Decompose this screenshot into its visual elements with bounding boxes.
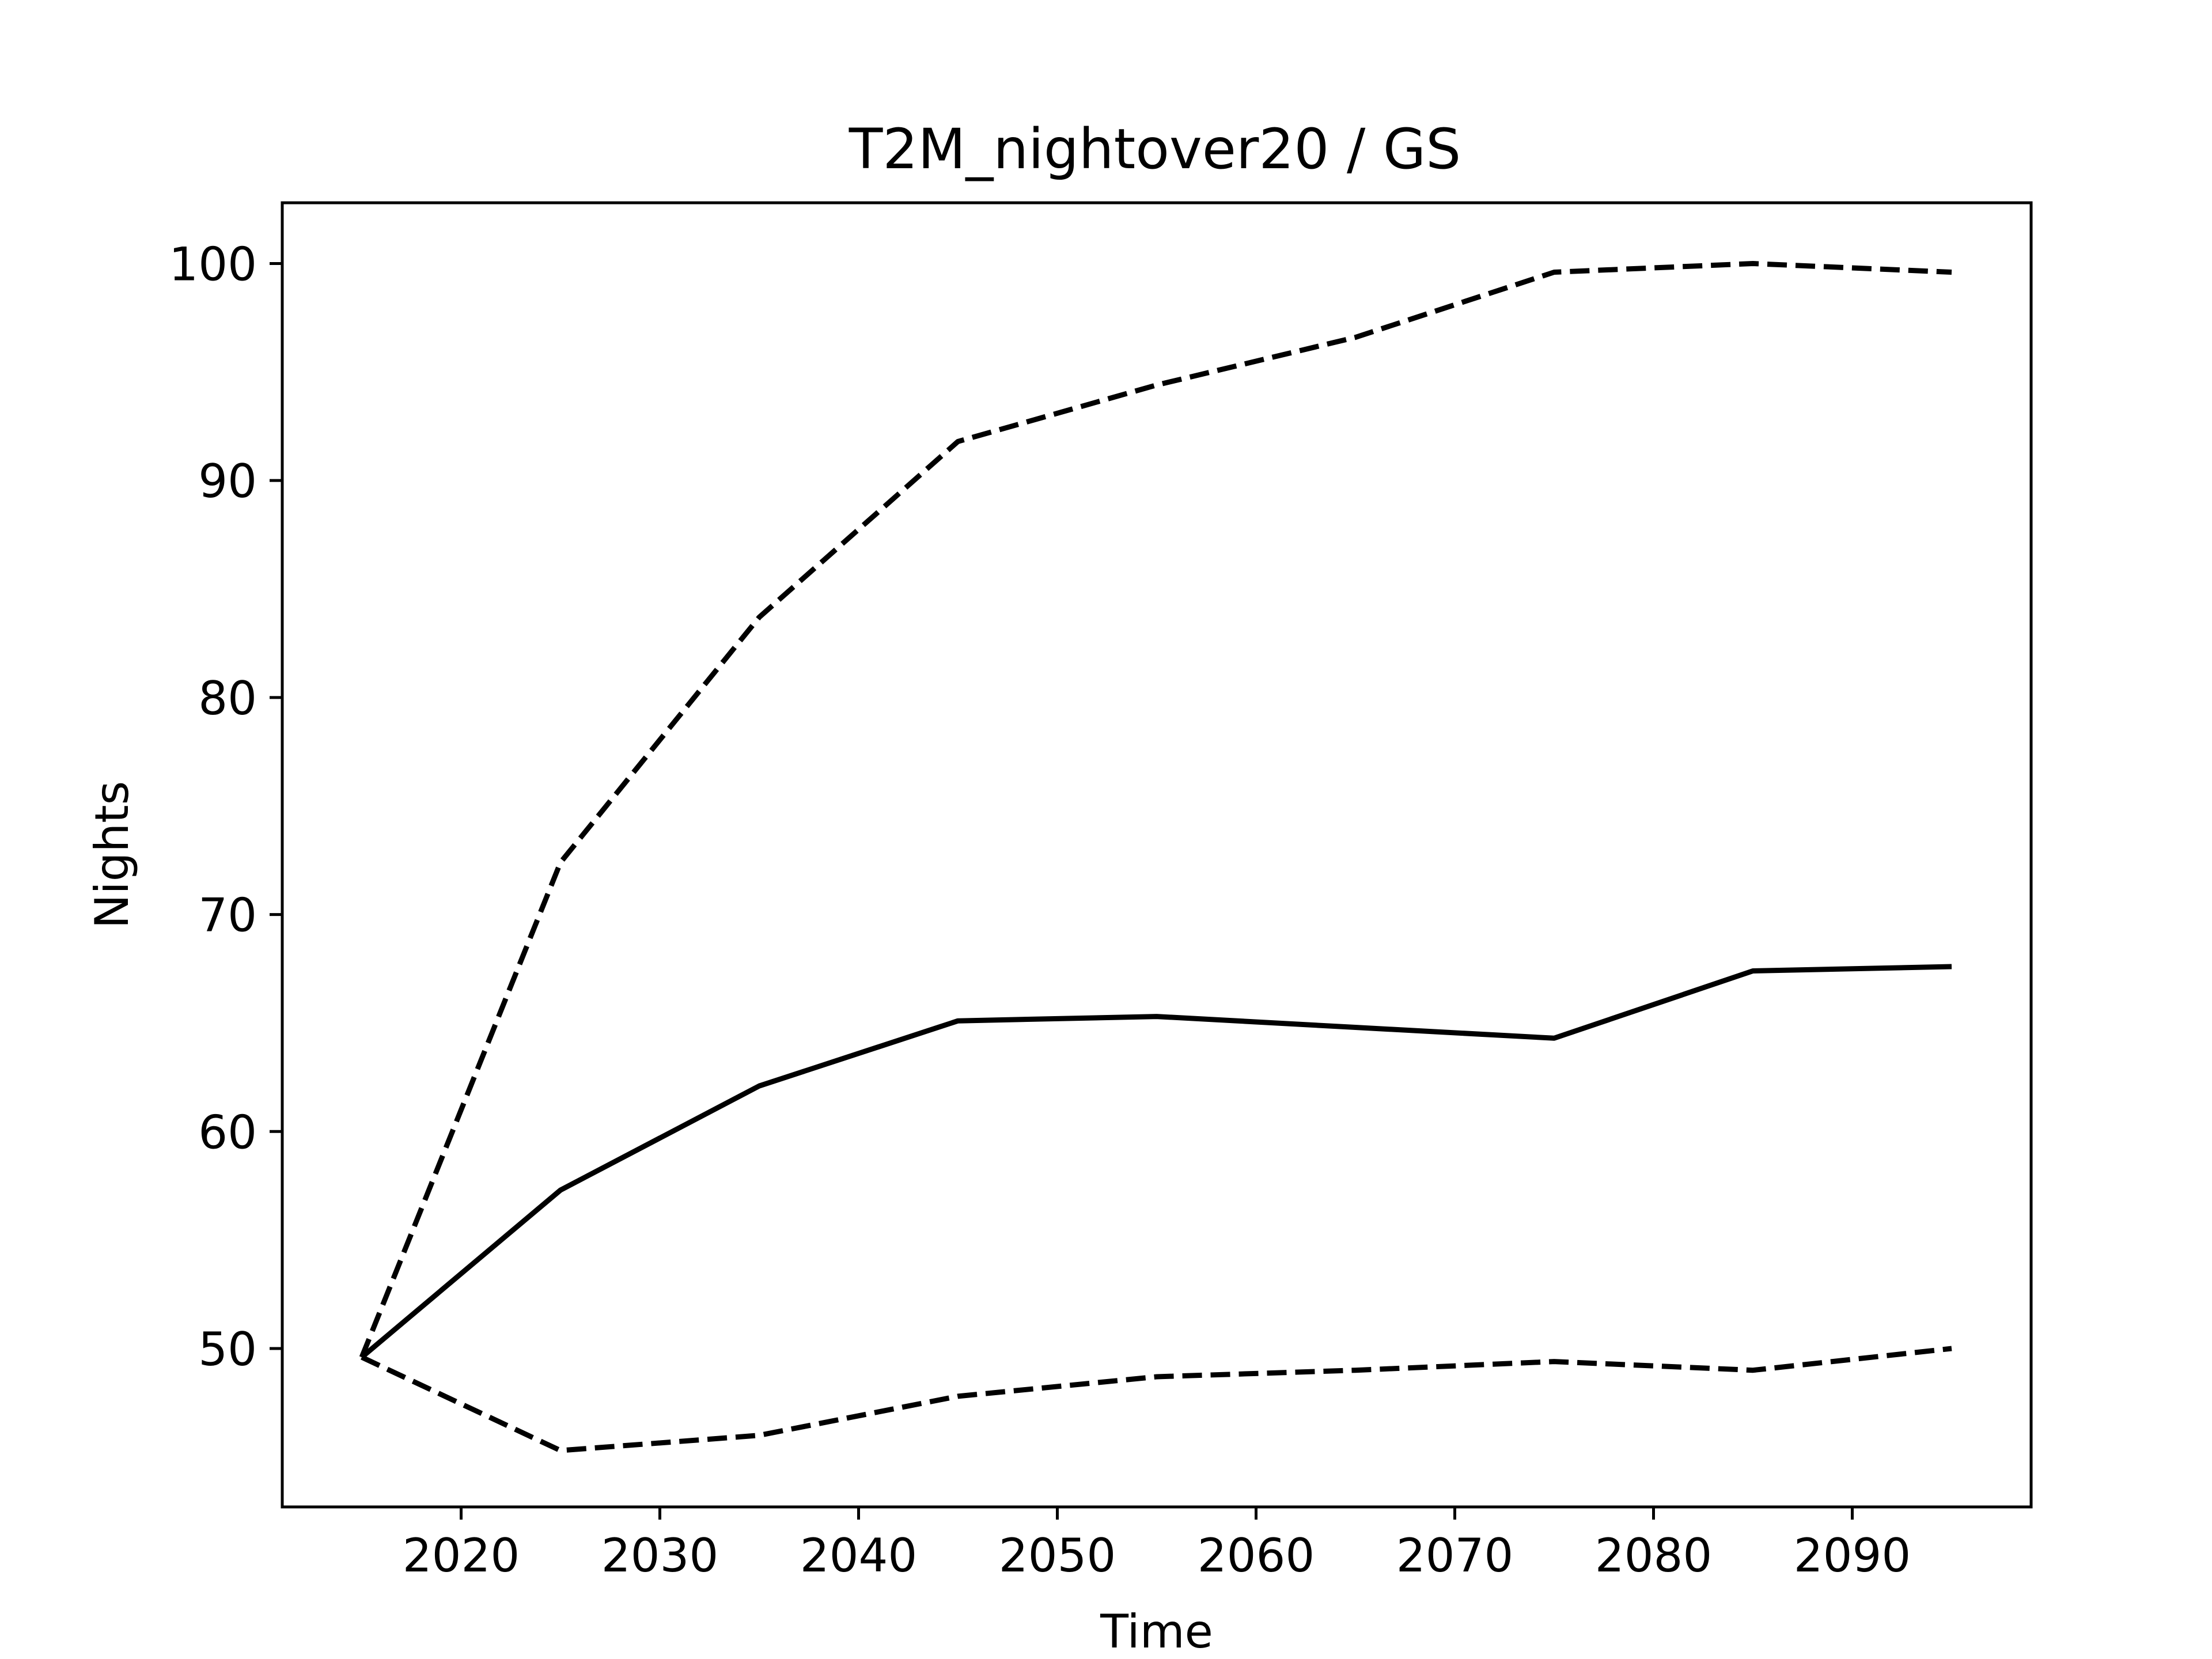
dashed-series-line-1 <box>359 261 1952 1358</box>
x-axis: 2020 2030 2040 2050 2060 2070 2080 2090 <box>403 1507 1911 1582</box>
x-tick-label: 2060 <box>1198 1529 1315 1582</box>
y-tick-label: 100 <box>169 237 257 291</box>
x-tick-label: 2080 <box>1595 1529 1713 1582</box>
solid-series-line-0 <box>360 964 1952 1359</box>
y-tick-label: 80 <box>198 672 257 725</box>
x-tick-label: 2020 <box>403 1529 520 1582</box>
x-axis-label: Time <box>1100 1605 1213 1658</box>
x-tick-label: 2090 <box>1794 1529 1911 1582</box>
x-tick-label: 2040 <box>800 1529 918 1582</box>
y-tick-label: 50 <box>198 1323 257 1376</box>
y-axis-label: Nights <box>85 781 139 929</box>
x-tick-label: 2030 <box>601 1529 719 1582</box>
chart-title: T2M_nightover20 / GS <box>849 117 1461 181</box>
axes-frame <box>281 201 2033 1509</box>
x-tick-label: 2070 <box>1396 1529 1514 1582</box>
y-tick-label: 70 <box>198 889 257 942</box>
y-tick-label: 60 <box>198 1105 257 1159</box>
series-layer <box>359 261 1952 1453</box>
y-tick-label: 90 <box>198 454 257 508</box>
y-axis: 50 60 70 80 90 100 <box>169 237 282 1376</box>
x-tick-label: 2050 <box>999 1529 1116 1582</box>
plot-area <box>281 201 2033 1509</box>
dashed-series-line-2 <box>361 1346 1952 1453</box>
